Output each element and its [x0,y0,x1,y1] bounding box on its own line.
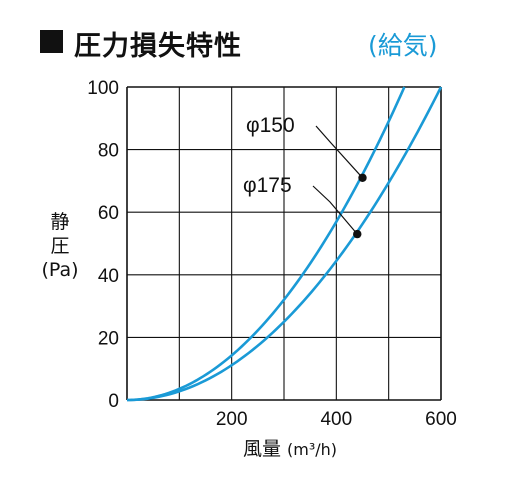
grid [126,86,442,401]
series-marker [353,229,362,239]
leader-line [315,125,363,179]
x-axis-unit: (m³/h) [287,440,338,459]
y-axis-title: 静 圧 (Pa) [30,210,90,282]
series-marker [358,173,367,182]
series-line-phi150 [126,86,406,402]
annotations: φ150 φ175 [243,114,367,239]
y-tick-label: 100 [87,78,119,99]
x-axis-title-text: 風量 [242,438,281,460]
subtitle-open-paren: ( [368,31,378,60]
series-label: φ150 [246,114,295,137]
title-square-icon [40,30,63,53]
y-tick-label: 20 [98,328,119,349]
chart-subtitle: (給気) [368,26,438,62]
x-tick-label: 600 [425,409,457,430]
tick-labels: 0 20 40 60 80 100 200 400 600 [87,78,457,430]
series-label: φ175 [243,174,292,197]
x-axis-title: 風量 (m³/h) [200,434,380,461]
x-tick-label: 400 [320,409,352,430]
y-tick-label: 60 [98,203,119,224]
y-tick-label: 40 [98,266,119,287]
curves [126,86,443,402]
y-tick-label: 0 [108,391,119,412]
subtitle-text: 給気 [377,31,428,60]
y-axis-title-line2: 圧 [50,235,70,257]
y-axis-unit: (Pa) [41,259,79,281]
series-line-phi175 [126,86,443,402]
leader-line [312,185,358,235]
y-axis-title-line1: 静 [50,211,70,233]
chart-title: 圧力損失特性 [74,31,242,62]
subtitle-close-paren: ) [427,31,438,60]
chart-header: 圧力損失特性 (給気) [40,22,480,62]
x-tick-label: 200 [216,409,248,430]
y-tick-label: 80 [98,141,119,162]
